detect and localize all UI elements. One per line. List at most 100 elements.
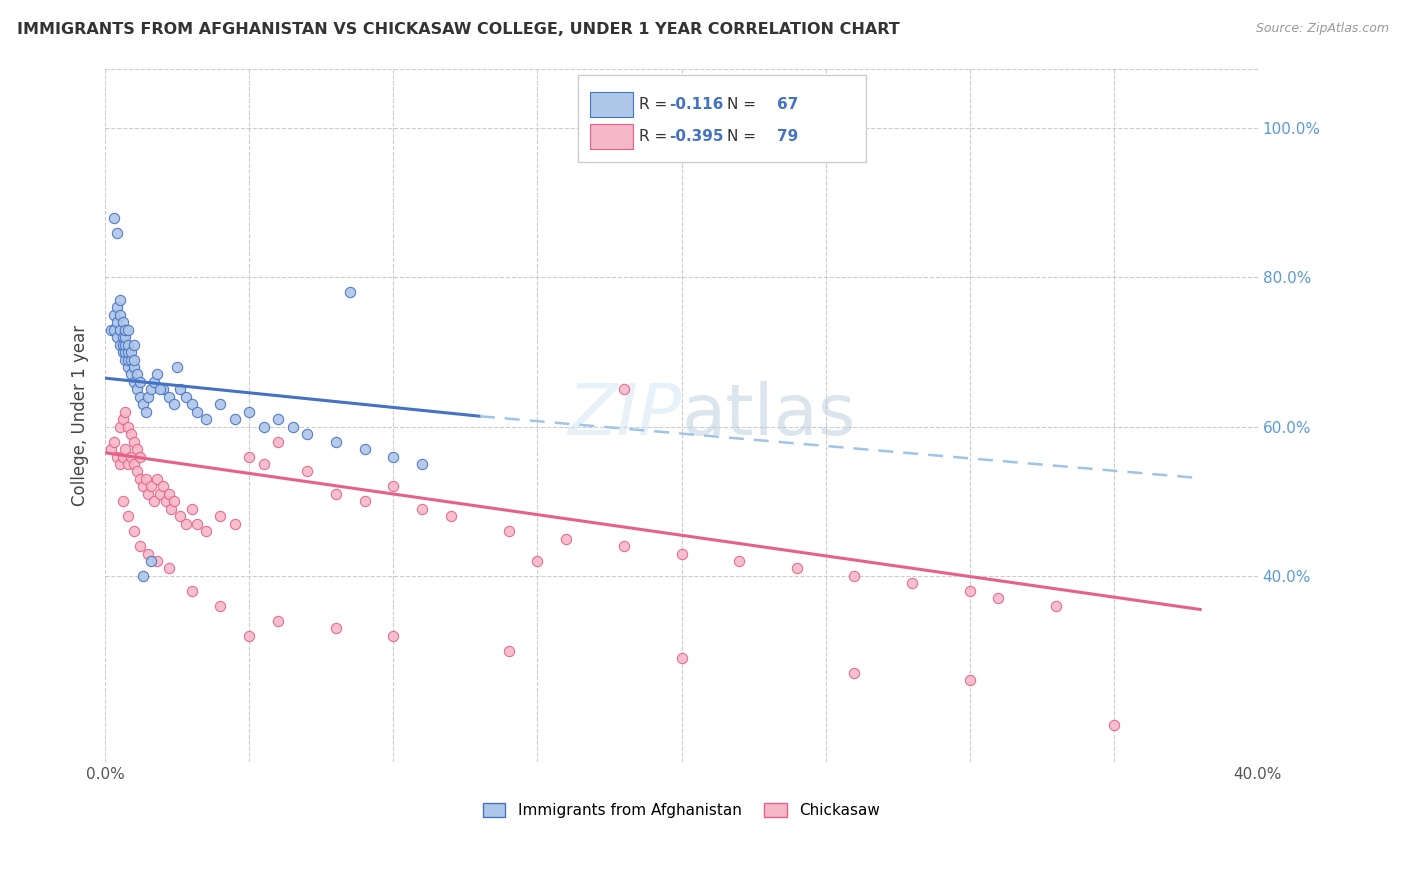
Point xyxy=(1045,599,1067,613)
Point xyxy=(143,494,166,508)
Point xyxy=(209,397,232,411)
Point xyxy=(671,651,693,665)
Point xyxy=(209,509,232,524)
Point xyxy=(117,419,139,434)
Text: R =: R = xyxy=(638,128,672,144)
Text: ZIP: ZIP xyxy=(567,381,682,450)
Point xyxy=(169,509,191,524)
Point xyxy=(163,494,186,508)
Point xyxy=(128,472,150,486)
Point xyxy=(114,330,136,344)
Point xyxy=(143,375,166,389)
Text: 79: 79 xyxy=(778,128,799,144)
Point xyxy=(180,583,202,598)
Point xyxy=(122,524,145,538)
Point xyxy=(786,561,808,575)
Point xyxy=(131,569,153,583)
Point xyxy=(901,576,924,591)
Point xyxy=(114,442,136,456)
Point xyxy=(238,405,260,419)
Point xyxy=(844,665,866,680)
Legend: Immigrants from Afghanistan, Chickasaw: Immigrants from Afghanistan, Chickasaw xyxy=(477,797,887,824)
Point xyxy=(1102,718,1125,732)
Point xyxy=(267,412,290,426)
Point xyxy=(103,308,125,322)
Point xyxy=(125,383,148,397)
Point xyxy=(353,442,375,456)
Text: 67: 67 xyxy=(778,97,799,112)
Point xyxy=(174,390,197,404)
Point xyxy=(122,434,145,449)
Point xyxy=(128,375,150,389)
Point xyxy=(111,494,134,508)
Text: Source: ZipAtlas.com: Source: ZipAtlas.com xyxy=(1256,22,1389,36)
Point xyxy=(125,442,148,456)
Point xyxy=(987,591,1010,606)
Point xyxy=(382,479,405,493)
Point xyxy=(105,450,128,464)
Point xyxy=(253,457,276,471)
Point xyxy=(440,509,463,524)
Point xyxy=(613,383,636,397)
Point xyxy=(959,583,981,598)
Point xyxy=(103,323,125,337)
Point xyxy=(498,643,520,657)
Point xyxy=(152,383,174,397)
Point xyxy=(111,337,134,351)
Point xyxy=(128,390,150,404)
Point xyxy=(146,554,169,568)
Point xyxy=(128,450,150,464)
Point xyxy=(117,509,139,524)
Point xyxy=(224,412,246,426)
Point xyxy=(131,479,153,493)
Point xyxy=(135,472,157,486)
Point xyxy=(267,614,290,628)
Point xyxy=(114,323,136,337)
Point xyxy=(186,516,208,531)
Point xyxy=(100,442,122,456)
Text: atlas: atlas xyxy=(682,381,856,450)
Point xyxy=(195,412,218,426)
Point xyxy=(117,337,139,351)
Point xyxy=(120,368,142,382)
Point xyxy=(114,345,136,359)
Point xyxy=(108,293,131,307)
Point xyxy=(613,539,636,553)
Point xyxy=(186,405,208,419)
Point xyxy=(353,494,375,508)
Point xyxy=(166,359,188,374)
Point xyxy=(131,397,153,411)
Point xyxy=(111,345,134,359)
Point xyxy=(157,561,180,575)
Point xyxy=(135,405,157,419)
Point xyxy=(295,427,318,442)
Point xyxy=(195,524,218,538)
Point xyxy=(105,300,128,314)
Point xyxy=(339,285,361,300)
Point xyxy=(141,554,163,568)
Point xyxy=(114,337,136,351)
Point xyxy=(152,479,174,493)
Text: N =: N = xyxy=(727,128,761,144)
Point xyxy=(120,450,142,464)
Point xyxy=(111,330,134,344)
Point xyxy=(125,368,148,382)
FancyBboxPatch shape xyxy=(578,76,866,162)
Point xyxy=(117,323,139,337)
Point xyxy=(122,375,145,389)
Point xyxy=(281,419,304,434)
Point xyxy=(105,315,128,329)
Text: -0.395: -0.395 xyxy=(669,128,724,144)
FancyBboxPatch shape xyxy=(589,92,633,117)
FancyBboxPatch shape xyxy=(589,124,633,149)
Point xyxy=(526,554,548,568)
Point xyxy=(108,419,131,434)
Point xyxy=(141,479,163,493)
Point xyxy=(728,554,751,568)
Point xyxy=(103,211,125,225)
Point xyxy=(411,457,433,471)
Text: -0.116: -0.116 xyxy=(669,97,724,112)
Point xyxy=(117,457,139,471)
Point xyxy=(122,352,145,367)
Point xyxy=(157,487,180,501)
